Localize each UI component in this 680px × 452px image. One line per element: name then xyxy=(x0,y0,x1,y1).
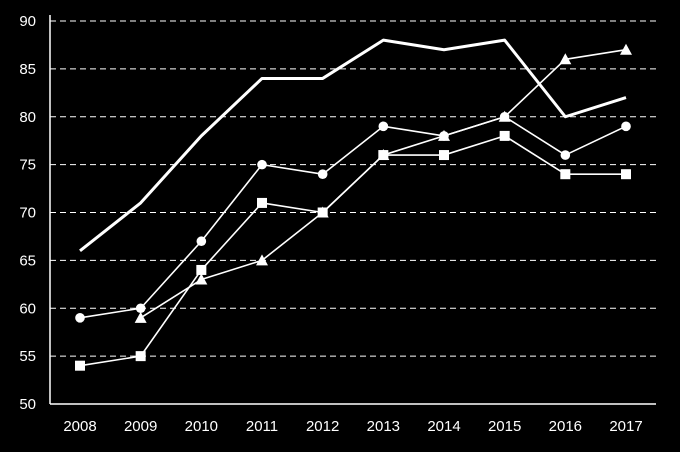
data-point-triangle xyxy=(559,53,572,65)
data-point-triangle xyxy=(256,254,268,266)
data-point-triangle xyxy=(438,129,450,141)
x-tick-label: 2014 xyxy=(427,418,460,435)
data-point-square xyxy=(196,264,207,275)
series-circle xyxy=(75,111,631,323)
data-point-triangle xyxy=(134,311,147,323)
data-point-square xyxy=(257,197,267,208)
data-point-circle xyxy=(317,169,328,179)
series-none xyxy=(79,38,627,252)
data-point-circle xyxy=(257,159,267,170)
series-line xyxy=(79,115,627,319)
series-line xyxy=(140,48,627,319)
data-point-square xyxy=(317,207,328,218)
y-tick-label: 70 xyxy=(19,205,36,222)
x-tick-label: 2011 xyxy=(246,418,278,435)
x-tick-label: 2012 xyxy=(306,418,339,435)
y-tick-label: 90 xyxy=(19,13,36,30)
x-tick-label: 2010 xyxy=(185,418,218,435)
y-tick-label: 85 xyxy=(19,61,36,78)
y-tick-label: 60 xyxy=(19,300,36,317)
series-layer xyxy=(75,38,632,371)
x-tick-label: 2013 xyxy=(367,418,400,435)
y-tick-label: 65 xyxy=(19,252,36,269)
y-tick-label: 80 xyxy=(19,109,36,126)
y-tick-labels: 50 55 60 65 70 75 80 85 90 xyxy=(19,13,36,413)
data-point-square xyxy=(499,130,510,141)
y-tick-label: 50 xyxy=(19,396,36,413)
data-point-circle xyxy=(196,236,207,247)
data-point-square xyxy=(621,169,631,180)
y-tick-label: 55 xyxy=(19,348,36,365)
x-tick-label: 2008 xyxy=(63,418,96,435)
data-point-circle xyxy=(135,303,146,314)
data-point-circle xyxy=(75,313,85,323)
x-tick-label: 2016 xyxy=(549,418,582,435)
series-line xyxy=(79,135,626,367)
series-triangle xyxy=(134,43,632,323)
x-tick-labels: 2008 2009 2010 2011 2012 2013 2014 2015 2016 2017 xyxy=(63,418,642,435)
series-square xyxy=(75,130,631,371)
data-point-circle xyxy=(621,121,631,132)
data-point-triangle xyxy=(620,43,632,55)
grid-lines xyxy=(50,20,656,357)
x-tick-label: 2017 xyxy=(609,418,642,435)
series-line xyxy=(79,38,627,252)
data-point-square xyxy=(560,169,571,180)
data-point-square xyxy=(75,360,85,371)
data-point-circle xyxy=(560,150,571,160)
x-tick-label: 2009 xyxy=(124,418,157,435)
data-point-triangle xyxy=(498,110,511,122)
data-point-square xyxy=(378,150,389,161)
x-tick-label: 2015 xyxy=(488,418,521,435)
data-point-square xyxy=(439,150,449,161)
axes xyxy=(49,15,656,405)
y-tick-label: 75 xyxy=(19,157,36,174)
data-point-circle xyxy=(378,121,389,132)
data-point-triangle xyxy=(195,273,208,285)
data-point-square xyxy=(135,351,146,362)
